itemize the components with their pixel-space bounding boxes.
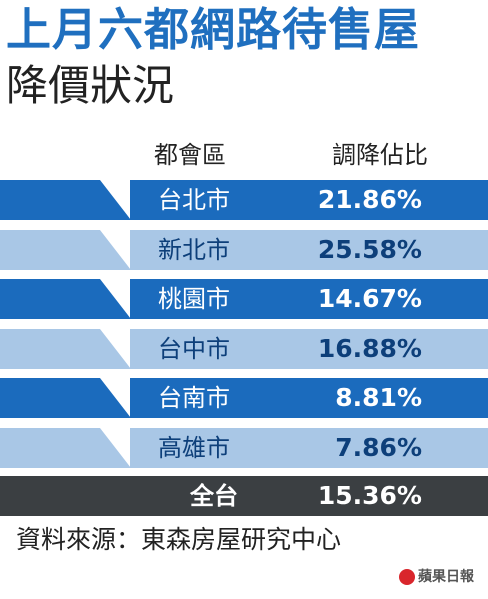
- source-note: 資料來源：東森房屋研究中心: [16, 525, 342, 554]
- row-wedge: [0, 378, 130, 418]
- row-wedge: [0, 428, 130, 468]
- row-bar: [130, 180, 488, 220]
- row-bar: [130, 378, 488, 418]
- row-bar: [130, 329, 488, 369]
- row-wedge: [0, 329, 130, 369]
- row-value-label: 8.81%: [335, 383, 422, 412]
- column-header-city: 都會區: [154, 141, 226, 169]
- publisher-name: 蘋果日報: [418, 569, 474, 585]
- row-city-label: 台北市: [158, 186, 230, 214]
- row-city-label: 高雄市: [158, 434, 230, 462]
- row-wedge: [0, 230, 130, 270]
- table-row: 台南市 8.81%: [0, 378, 488, 418]
- row-value-label: 25.58%: [317, 235, 422, 264]
- row-bar: [130, 230, 488, 270]
- row-city-label: 新北市: [158, 236, 230, 264]
- row-value-label: 14.67%: [317, 284, 422, 313]
- table-row: 新北市 25.58%: [0, 230, 488, 270]
- chart-subtitle: 降價狀況: [6, 61, 175, 110]
- row-value-label: 21.86%: [317, 185, 422, 214]
- row-city-label: 台南市: [158, 384, 230, 412]
- total-value: 15.36%: [317, 481, 422, 510]
- row-value-label: 16.88%: [317, 334, 422, 363]
- row-wedge: [0, 279, 130, 319]
- table-row: 高雄市 7.86%: [0, 428, 488, 468]
- column-header-percent: 調降佔比: [332, 141, 428, 169]
- row-city-label: 桃園市: [158, 285, 230, 313]
- chart-title: 上月六都網路待售屋: [6, 3, 421, 56]
- apple-icon: [399, 569, 415, 585]
- table-row: 桃園市 14.67%: [0, 279, 488, 319]
- row-value-label: 7.86%: [335, 433, 422, 462]
- row-bar: [130, 428, 488, 468]
- total-row: 全台 15.36%: [0, 476, 488, 516]
- row-bar: [130, 279, 488, 319]
- table-row: 台中市 16.88%: [0, 329, 488, 369]
- row-wedge: [0, 180, 130, 220]
- publisher-logo: 蘋果日報: [399, 566, 474, 586]
- row-city-label: 台中市: [158, 335, 230, 363]
- table-row: 台北市 21.86%: [0, 180, 488, 220]
- total-label: 全台: [190, 482, 238, 510]
